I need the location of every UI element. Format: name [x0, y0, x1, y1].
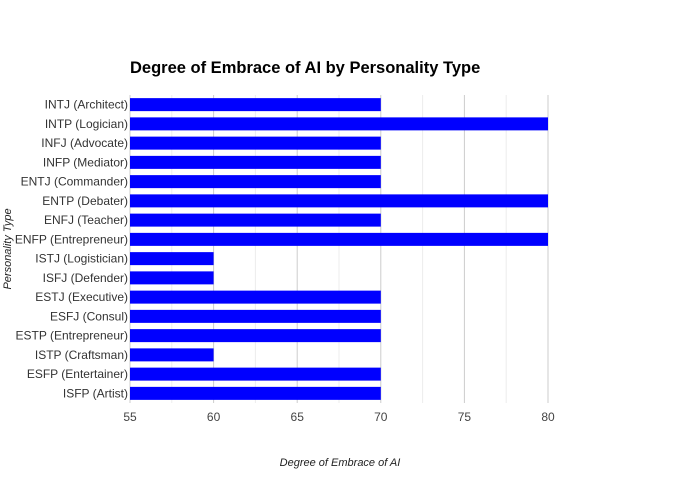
y-axis-label: Personality Type	[2, 208, 14, 289]
x-tick-label: 70	[374, 410, 388, 424]
bar	[130, 155, 381, 169]
bar	[130, 194, 548, 208]
y-tick-label: ISTP (Craftsman)	[35, 348, 128, 362]
bar	[130, 232, 548, 246]
y-tick-label: ESTP (Entrepreneur)	[16, 329, 129, 343]
x-axis-label: Degree of Embrace of AI	[280, 457, 401, 469]
bar	[130, 213, 381, 227]
x-tick-label: 55	[123, 410, 137, 424]
x-tick-label: 80	[541, 410, 555, 424]
y-tick-label: ISFJ (Defender)	[43, 271, 128, 285]
bar	[130, 386, 381, 400]
x-tick-label: 75	[458, 410, 472, 424]
x-tick-label: 60	[207, 410, 221, 424]
y-tick-label: INTP (Logician)	[45, 117, 128, 131]
bar	[130, 290, 381, 304]
y-tick-label: ENTP (Debater)	[42, 194, 128, 208]
y-tick-label: ESFP (Entertainer)	[27, 367, 128, 381]
y-tick-label: INFP (Mediator)	[43, 155, 128, 169]
bar	[130, 98, 381, 112]
x-tick-label: 65	[291, 410, 305, 424]
bar	[130, 309, 381, 323]
bars	[130, 98, 548, 400]
y-tick-label: ENFJ (Teacher)	[44, 213, 128, 227]
y-tick-label: ESTJ (Executive)	[35, 290, 128, 304]
y-tick-labels: INTJ (Architect) INTP (Logician) INFJ (Adv…	[15, 98, 128, 401]
y-tick-label: INTJ (Architect)	[45, 98, 128, 112]
bar	[130, 367, 381, 381]
bar	[130, 117, 548, 131]
bar	[130, 329, 381, 343]
y-tick-label: ENFP (Entrepreneur)	[15, 232, 128, 246]
y-tick-label: ISFP (Artist)	[63, 386, 128, 400]
y-tick-label: ENTJ (Commander)	[21, 175, 128, 189]
bar	[130, 252, 214, 266]
y-tick-label: ISTJ (Logistician)	[35, 252, 128, 266]
chart-title: Degree of Embrace of AI by Personality T…	[130, 59, 480, 77]
bar	[130, 175, 381, 189]
bar	[130, 136, 381, 150]
bar	[130, 348, 214, 362]
y-tick-label: ESFJ (Consul)	[50, 309, 128, 323]
y-tick-label: INFJ (Advocate)	[41, 136, 128, 150]
x-tick-labels: 55 60 65 70 75 80	[123, 410, 555, 424]
bar	[130, 271, 214, 285]
